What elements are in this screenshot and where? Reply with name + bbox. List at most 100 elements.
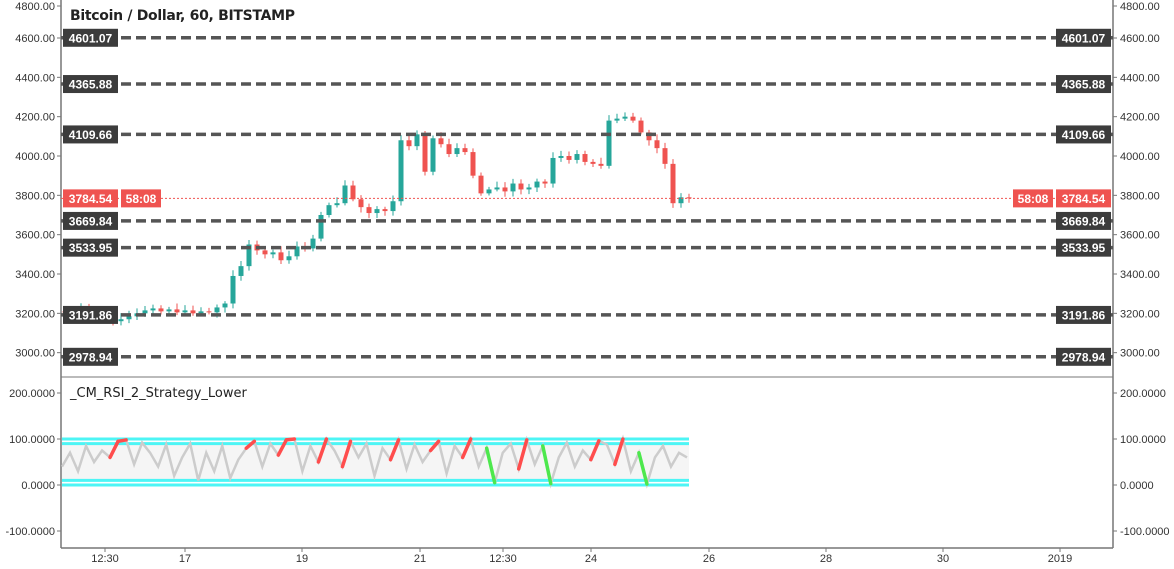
level-label-bg-left xyxy=(63,238,118,257)
candle-up xyxy=(606,120,612,166)
x-tick-label: 26 xyxy=(703,553,715,565)
level-label-left: 3191.86 xyxy=(69,308,113,322)
candle-up xyxy=(678,197,684,204)
x-tick-label: 28 xyxy=(820,553,832,565)
level-label-bg-right xyxy=(1056,347,1111,366)
candle-down xyxy=(366,207,372,214)
y-tick-label-right: 4400.00 xyxy=(1120,72,1160,84)
level-label-bg-left xyxy=(63,28,118,47)
level-label-left: 3533.95 xyxy=(69,241,113,255)
candle-down xyxy=(278,252,284,261)
candle-up xyxy=(286,256,292,261)
candle-down xyxy=(518,183,524,190)
candle-down xyxy=(646,132,652,141)
candle-down xyxy=(406,140,412,147)
x-tick-label: 24 xyxy=(585,553,597,565)
rsi-overbought-segment xyxy=(460,437,473,460)
level-label-bg-left xyxy=(63,211,118,230)
candle-up xyxy=(430,138,436,172)
rsi-overbought-segment xyxy=(284,437,297,442)
candle-down xyxy=(478,175,484,194)
level-label-bg-right xyxy=(1056,211,1111,230)
y-tick-label-left: 4000.00 xyxy=(15,151,55,163)
candle-up xyxy=(118,319,124,322)
level-label-left: 4365.88 xyxy=(69,78,113,92)
x-tick-label: 21 xyxy=(414,553,426,565)
candle-down xyxy=(542,181,548,184)
candle-down xyxy=(670,163,676,204)
rsi-tick-label-right: -100.0000 xyxy=(1120,526,1170,538)
level-label-bg-left xyxy=(63,347,118,366)
candle-up xyxy=(526,187,532,190)
candle-up xyxy=(622,116,628,119)
candle-down xyxy=(502,187,508,192)
candle-down xyxy=(566,156,572,160)
last-price-label-bg xyxy=(1056,189,1111,208)
candle-up xyxy=(246,244,252,267)
candle-up xyxy=(510,183,516,192)
rsi-tick-label-left: -100.0000 xyxy=(5,526,55,538)
y-tick-label-right: 4800.00 xyxy=(1120,1,1160,13)
rsi-tick-label-left: 100.0000 xyxy=(9,434,55,446)
level-label-bg-right xyxy=(1056,238,1111,257)
last-price-label: 3784.54 xyxy=(1062,192,1106,206)
y-tick-label-left: 4400.00 xyxy=(15,72,55,84)
candle-up xyxy=(494,187,500,190)
candle-up xyxy=(326,205,332,216)
y-tick-label-right: 3400.00 xyxy=(1120,269,1160,281)
y-tick-label-right: 3200.00 xyxy=(1120,308,1160,320)
candle-up xyxy=(414,134,420,147)
x-tick-label: 17 xyxy=(179,553,191,565)
candle-up xyxy=(294,246,300,257)
candle-down xyxy=(590,161,596,164)
y-tick-label-right: 3800.00 xyxy=(1120,190,1160,202)
rsi-overbought-segment xyxy=(589,439,601,462)
candle-up xyxy=(558,156,564,158)
candle-up xyxy=(166,309,172,312)
countdown-label: 58:08 xyxy=(126,192,157,206)
rsi-overbought-segment xyxy=(276,438,289,457)
last-price-label-bg xyxy=(63,189,118,208)
candle-up xyxy=(614,118,620,121)
rsi-oversold-segment xyxy=(637,451,649,486)
chart-title: Bitcoin / Dollar, 60, BITSTAMP xyxy=(70,8,295,24)
candle-up xyxy=(230,275,236,304)
rsi-overbought-segment xyxy=(613,437,625,467)
level-label-bg-left xyxy=(63,305,118,324)
last-price-label: 3784.54 xyxy=(69,192,113,206)
y-tick-label-left: 3200.00 xyxy=(15,308,55,320)
rsi-tick-label-right: 100.0000 xyxy=(1120,434,1166,446)
level-label-bg-right xyxy=(1056,305,1111,324)
candle-up xyxy=(374,209,380,214)
rsi-tick-label-left: 200.0000 xyxy=(9,388,55,400)
candle-up xyxy=(198,311,204,314)
candle-down xyxy=(582,154,588,162)
rsi-overbought-segment xyxy=(340,439,353,469)
candle-down xyxy=(350,185,356,200)
candle-up xyxy=(318,215,324,239)
candle-up xyxy=(550,157,556,184)
rsi-tick-label-right: 200.0000 xyxy=(1120,388,1166,400)
level-label-bg-right xyxy=(1056,28,1111,47)
candle-up xyxy=(390,201,396,212)
candle-down xyxy=(438,138,444,145)
candle-up xyxy=(238,266,244,276)
y-tick-label-right: 4600.00 xyxy=(1120,33,1160,45)
x-tick-label: 30 xyxy=(937,553,949,565)
rsi-line xyxy=(60,434,688,489)
y-tick-label-right: 3600.00 xyxy=(1120,230,1160,242)
candle-down xyxy=(174,309,180,313)
level-label-left: 3669.84 xyxy=(69,214,113,228)
x-tick-label: 2019 xyxy=(1048,553,1072,565)
candle-down xyxy=(662,148,668,164)
rsi-overbought-segment xyxy=(316,437,329,464)
candle-up xyxy=(310,238,316,249)
candle-up xyxy=(398,140,404,202)
candle-down xyxy=(654,140,660,149)
rsi-overbought-segment xyxy=(244,439,257,450)
level-label-right: 2978.94 xyxy=(1062,350,1106,364)
level-label-bg-right xyxy=(1056,125,1111,144)
candle-up xyxy=(182,310,188,313)
candle-up xyxy=(534,181,540,188)
